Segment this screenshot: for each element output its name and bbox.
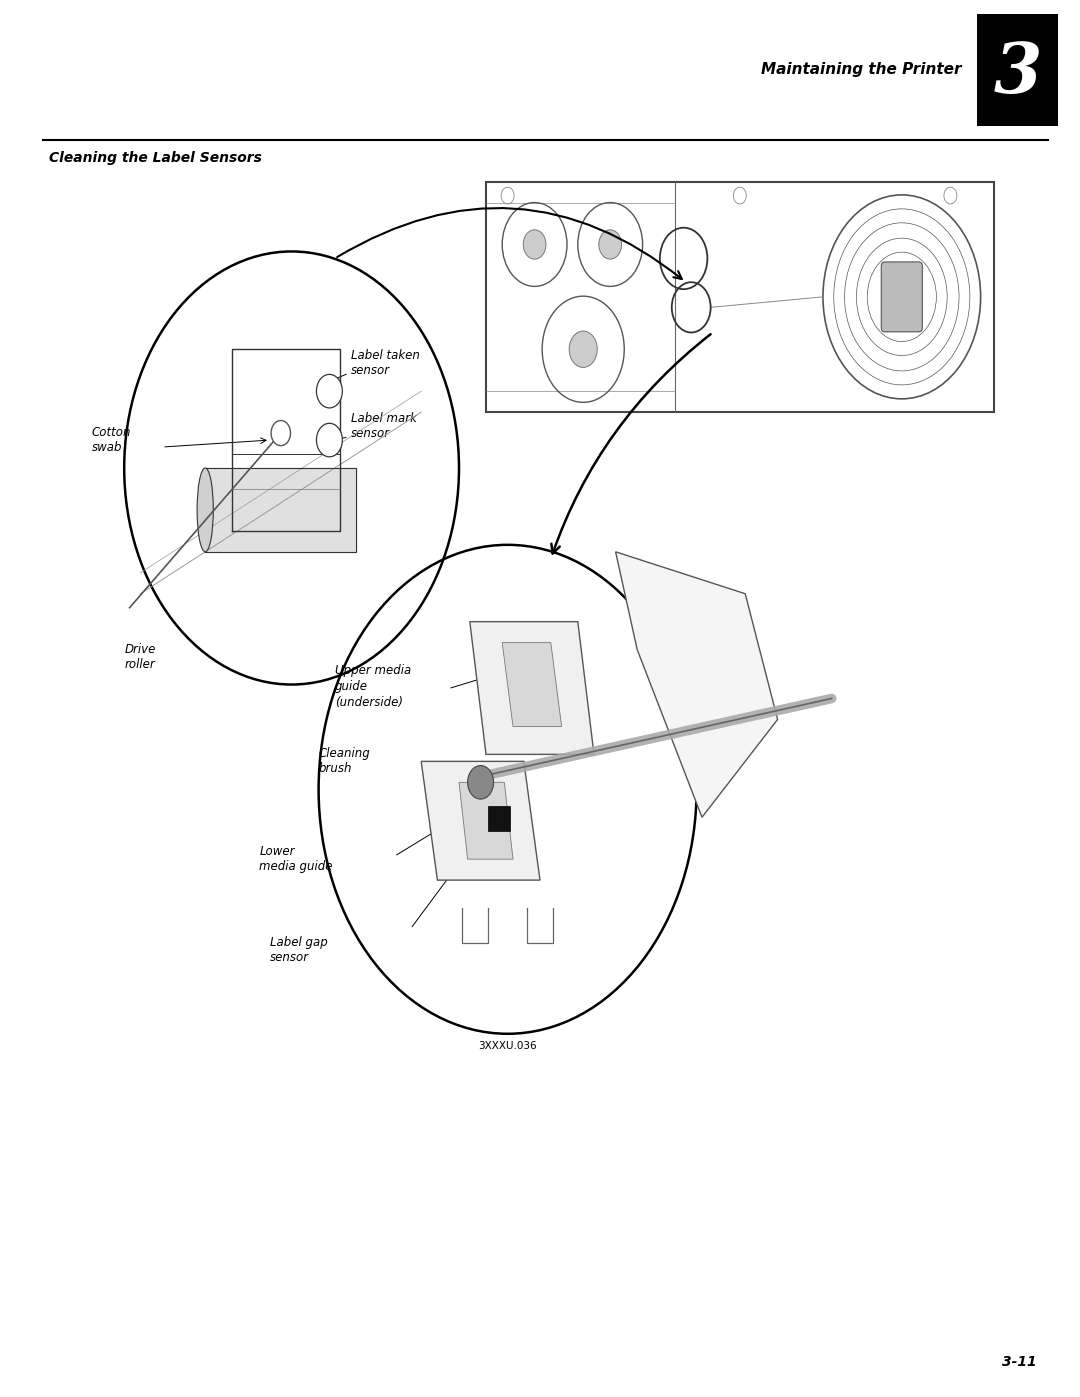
Polygon shape — [205, 468, 356, 552]
Circle shape — [523, 231, 546, 260]
Text: Maintaining the Printer: Maintaining the Printer — [760, 63, 961, 77]
Text: Drive
roller: Drive roller — [124, 643, 156, 671]
Polygon shape — [459, 782, 513, 859]
Text: Label mark
sensor: Label mark sensor — [351, 412, 417, 440]
FancyBboxPatch shape — [486, 182, 994, 412]
Circle shape — [316, 374, 342, 408]
Text: Cotton
swab: Cotton swab — [92, 426, 132, 454]
Polygon shape — [470, 622, 594, 754]
Circle shape — [316, 423, 342, 457]
Text: 3: 3 — [994, 41, 1042, 108]
Circle shape — [271, 420, 291, 446]
Text: Cleaning the Label Sensors: Cleaning the Label Sensors — [49, 151, 261, 165]
Polygon shape — [502, 643, 562, 726]
Polygon shape — [616, 552, 778, 817]
Circle shape — [598, 231, 622, 260]
Text: Cleaning
brush: Cleaning brush — [319, 747, 370, 775]
FancyBboxPatch shape — [881, 263, 922, 332]
Text: 3XXXU.036: 3XXXU.036 — [478, 1041, 537, 1051]
FancyBboxPatch shape — [488, 806, 510, 831]
Text: Upper media
guide
(underside): Upper media guide (underside) — [335, 664, 411, 708]
Polygon shape — [421, 761, 540, 880]
Text: 3-11: 3-11 — [1002, 1355, 1037, 1369]
Text: Lower
media guide: Lower media guide — [259, 845, 333, 873]
Text: Label gap
sensor: Label gap sensor — [270, 936, 327, 964]
FancyBboxPatch shape — [977, 14, 1058, 126]
Circle shape — [569, 331, 597, 367]
Ellipse shape — [197, 468, 213, 552]
Text: Label taken
sensor: Label taken sensor — [351, 349, 420, 377]
Circle shape — [468, 766, 494, 799]
